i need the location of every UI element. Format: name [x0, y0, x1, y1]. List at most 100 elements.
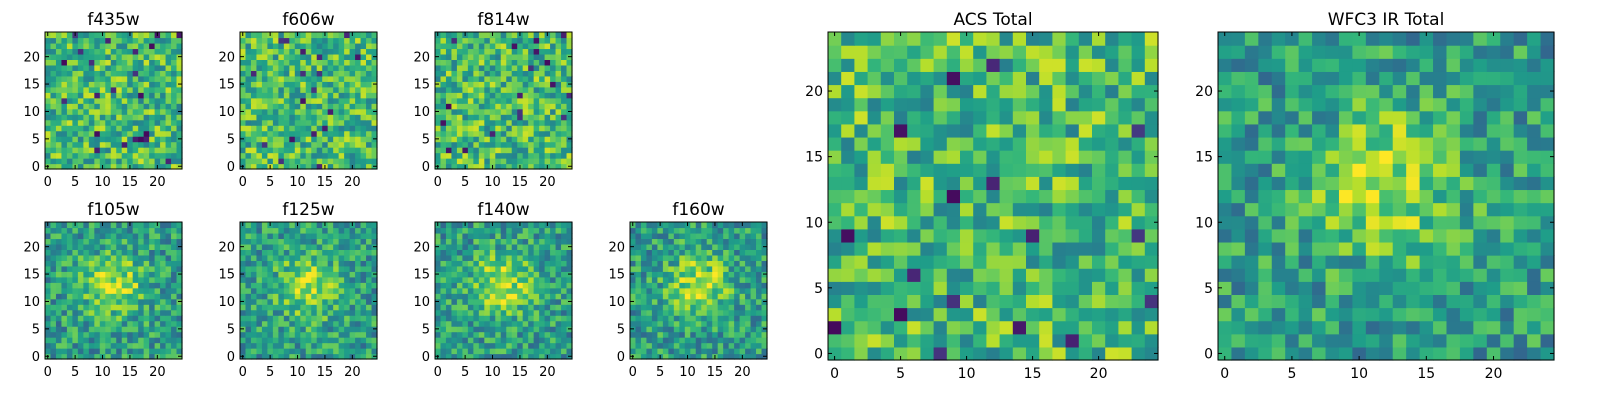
- heatmap-cell: [894, 346, 908, 361]
- x-tick-label: 5: [461, 365, 469, 380]
- heatmap-cell: [435, 130, 442, 137]
- heatmap-cell: [127, 86, 134, 93]
- heatmap-cell: [440, 298, 447, 305]
- heatmap-cell: [739, 249, 746, 256]
- heatmap-cell: [522, 125, 529, 132]
- heatmap-cell: [149, 320, 156, 327]
- heatmap-cell: [1052, 163, 1067, 177]
- heatmap-cell: [349, 265, 356, 272]
- heatmap-cell: [55, 293, 63, 300]
- heatmap-cell: [467, 81, 474, 88]
- heatmap-cell: [94, 222, 101, 229]
- heatmap-cell: [445, 53, 453, 60]
- heatmap-cell: [371, 232, 378, 240]
- heatmap-cell: [261, 59, 268, 66]
- heatmap-cell: [561, 342, 568, 349]
- heatmap-cell: [77, 125, 84, 132]
- heatmap-cell: [256, 326, 263, 333]
- heatmap-cell: [544, 304, 551, 311]
- heatmap-cell: [528, 353, 535, 360]
- heatmap-cell: [946, 241, 961, 256]
- heatmap-cell: [267, 81, 274, 88]
- heatmap-cell: [171, 254, 178, 261]
- heatmap-cell: [366, 315, 373, 322]
- heatmap-cell: [171, 232, 178, 240]
- heatmap-cell: [294, 81, 301, 88]
- heatmap-cell: [83, 81, 90, 88]
- heatmap-cell: [946, 346, 961, 361]
- heatmap-cell: [160, 92, 167, 99]
- heatmap-cell: [533, 222, 540, 229]
- heatmap-cell: [149, 86, 156, 93]
- heatmap-cell: [756, 342, 763, 349]
- heatmap-cell: [283, 353, 290, 360]
- heatmap-cell: [88, 103, 95, 110]
- heatmap-cell: [77, 282, 84, 289]
- heatmap-cell: [745, 315, 752, 322]
- heatmap-cell: [355, 331, 362, 338]
- heatmap-cell: [349, 337, 356, 344]
- heatmap-cell: [854, 228, 869, 243]
- heatmap-cell: [171, 37, 178, 44]
- heatmap-cell: [305, 227, 312, 234]
- heatmap-cell: [154, 320, 161, 327]
- heatmap-cell: [245, 163, 252, 170]
- heatmap-cell: [366, 249, 373, 256]
- heatmap-cell: [555, 147, 562, 154]
- heatmap-cell: [316, 243, 323, 250]
- heatmap-cell: [522, 158, 529, 165]
- heatmap-cell: [445, 298, 453, 305]
- heatmap-cell: [261, 238, 268, 245]
- heatmap-cell: [946, 307, 961, 322]
- heatmap-cell: [986, 346, 1001, 361]
- heatmap-cell: [728, 326, 735, 333]
- heatmap-cell: [66, 86, 73, 93]
- heatmap-cell: [333, 141, 340, 148]
- heatmap-cell: [83, 353, 90, 360]
- heatmap-cell: [506, 136, 513, 143]
- heatmap-cell: [261, 320, 268, 327]
- heatmap-cell: [132, 271, 139, 278]
- heatmap-cell: [138, 163, 145, 170]
- heatmap-cell: [338, 92, 345, 99]
- heatmap-cell: [451, 125, 458, 132]
- heatmap-cell: [566, 114, 573, 121]
- heatmap-cell: [283, 141, 290, 148]
- heatmap-cell: [256, 108, 263, 115]
- heatmap-cell: [171, 75, 178, 82]
- heatmap-cell: [462, 326, 469, 333]
- panel-title: f125w: [282, 200, 334, 220]
- heatmap-cell: [1105, 333, 1119, 348]
- heatmap-cell: [99, 304, 106, 311]
- heatmap-cell: [456, 293, 463, 300]
- heatmap-cell: [294, 232, 301, 240]
- heatmap-cell: [522, 282, 529, 289]
- heatmap-cell: [1026, 202, 1040, 217]
- heatmap-cell: [511, 227, 518, 234]
- heatmap-cell: [635, 326, 642, 333]
- heatmap-cell: [745, 287, 752, 294]
- heatmap-cell: [121, 141, 128, 148]
- heatmap-cell: [55, 222, 63, 229]
- heatmap-cell: [300, 238, 307, 245]
- heatmap-cell: [960, 346, 974, 361]
- heatmap-cell: [690, 282, 697, 289]
- heatmap-cell: [1118, 307, 1133, 322]
- heatmap-cell: [750, 293, 757, 300]
- heatmap-cell: [322, 81, 329, 88]
- heatmap-cell: [462, 147, 469, 154]
- heatmap-cell: [662, 282, 669, 289]
- heatmap-cell: [728, 243, 735, 250]
- heatmap-cell: [1118, 176, 1133, 191]
- heatmap-cell: [462, 337, 469, 344]
- heatmap-cell: [72, 260, 79, 267]
- heatmap-cell: [311, 227, 318, 234]
- heatmap-cell: [240, 254, 247, 261]
- heatmap-cell: [478, 293, 485, 300]
- heatmap-cell: [261, 53, 268, 60]
- heatmap-cell: [105, 114, 112, 121]
- heatmap-cell: [289, 249, 296, 256]
- heatmap-cell: [706, 254, 713, 261]
- heatmap-cell: [300, 249, 307, 256]
